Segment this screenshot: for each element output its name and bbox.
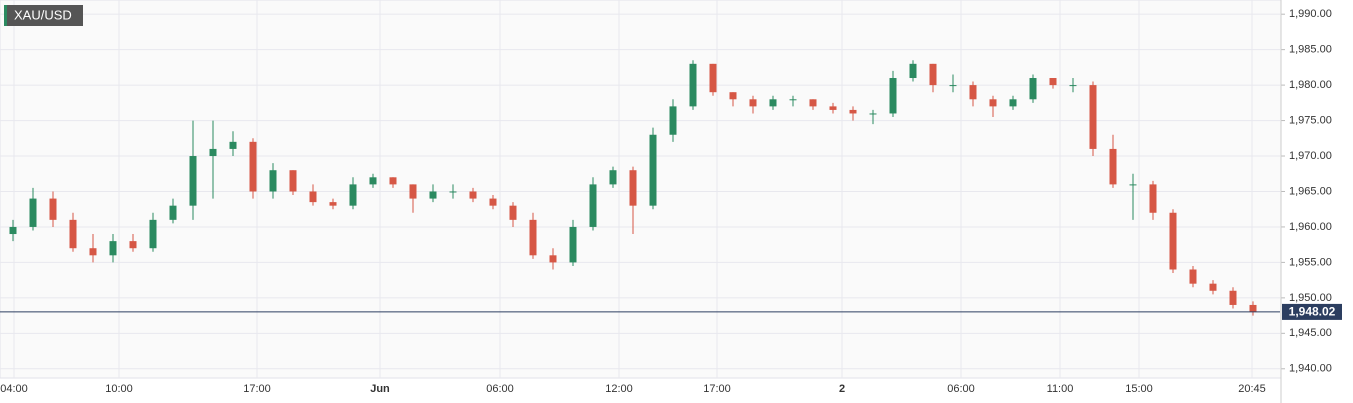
candle-body (149, 219, 157, 249)
candle-body (1049, 78, 1057, 86)
y-tick-label: 1,940.00 (1289, 363, 1332, 375)
candle-body (629, 170, 637, 206)
candle-body (9, 226, 17, 235)
y-tick-label: 1,975.00 (1289, 114, 1332, 126)
candle-body (889, 78, 897, 114)
candle-body (29, 198, 37, 227)
candle-body (309, 191, 317, 203)
candle-body (129, 241, 137, 249)
candle-body (369, 177, 377, 185)
last-price-label: 1,948.02 (1289, 305, 1336, 319)
candle-body (1249, 304, 1257, 312)
candle-body (69, 219, 77, 249)
candle-body (489, 198, 497, 206)
x-tick-label: 15:00 (1125, 383, 1153, 395)
candle-body (969, 85, 977, 100)
candle-body (549, 255, 557, 263)
candle-body (1229, 290, 1237, 305)
candle-body (349, 184, 357, 206)
candle-body (429, 191, 437, 199)
candle-body (849, 109, 857, 114)
candle-body (249, 141, 257, 192)
candle-body (869, 113, 877, 115)
last-price-box (1282, 303, 1342, 320)
candle-body (669, 106, 677, 135)
candle-body (1089, 85, 1097, 149)
x-tick-label: 11:00 (1047, 383, 1074, 395)
candle-body (449, 191, 457, 193)
candle-body (689, 63, 697, 107)
x-tick-label: 20:45 (1238, 383, 1266, 395)
x-tick-label: 17:00 (703, 383, 731, 395)
x-tick-label: 06:00 (947, 383, 975, 395)
candle-body (49, 198, 57, 220)
candle-body (729, 92, 737, 100)
candle-body (1009, 99, 1017, 107)
y-tick-label: 1,945.00 (1289, 327, 1332, 339)
candle-body (1189, 269, 1197, 284)
candle-body (769, 99, 777, 107)
candle-body (229, 141, 237, 149)
candle-body (909, 63, 917, 79)
candle-body (989, 99, 997, 107)
candle-body (269, 170, 277, 192)
candle-body (169, 205, 177, 220)
candle-body (1149, 184, 1157, 213)
candle-body (649, 134, 657, 206)
candle-body (509, 205, 517, 220)
candle-body (1109, 148, 1117, 185)
candle-body (1129, 184, 1137, 186)
candle-body (789, 99, 797, 101)
x-tick-label: 04:00 (0, 383, 28, 395)
candle-body (1029, 78, 1037, 100)
candle-body (389, 177, 397, 185)
x-tick-label: 06:00 (486, 383, 514, 395)
candle-body (109, 241, 117, 256)
candle-body (409, 184, 417, 199)
candle-body (1169, 212, 1177, 270)
x-tick-label: 12:00 (605, 383, 633, 395)
title-accent (4, 5, 7, 26)
candle-body (89, 248, 97, 256)
y-tick-label: 1,985.00 (1289, 44, 1332, 56)
y-tick-label: 1,980.00 (1289, 79, 1332, 91)
candle-body (929, 63, 937, 86)
candle-body (609, 170, 617, 185)
y-tick-label: 1,970.00 (1289, 150, 1332, 162)
y-tick-label: 1,955.00 (1289, 256, 1332, 268)
x-tick-label: 2 (839, 383, 845, 395)
candle-body (529, 219, 537, 256)
candle-body (829, 106, 837, 110)
x-tick-label: 17:00 (243, 383, 271, 395)
y-tick-label: 1,960.00 (1289, 221, 1332, 233)
x-tick-label: Jun (370, 383, 390, 395)
candle-body (189, 156, 197, 206)
candle-body (569, 226, 577, 263)
y-tick-label: 1,965.00 (1289, 185, 1332, 197)
candle-body (469, 191, 477, 199)
candle-body (949, 85, 957, 87)
title-box (4, 5, 83, 26)
candle-body (749, 99, 757, 107)
candle-body (209, 148, 217, 157)
candle-body (289, 170, 297, 192)
candle-body (329, 202, 337, 206)
candle-body (1209, 283, 1217, 291)
candle-body (589, 184, 597, 227)
y-tick-label: 1,950.00 (1289, 292, 1332, 304)
candle-body (709, 63, 717, 93)
candle-body (1069, 85, 1077, 87)
x-tick-label: 10:00 (105, 383, 133, 395)
chart-title: XAU/USD (14, 7, 72, 22)
candle-body (809, 99, 817, 107)
y-tick-label: 1,990.00 (1289, 8, 1332, 20)
